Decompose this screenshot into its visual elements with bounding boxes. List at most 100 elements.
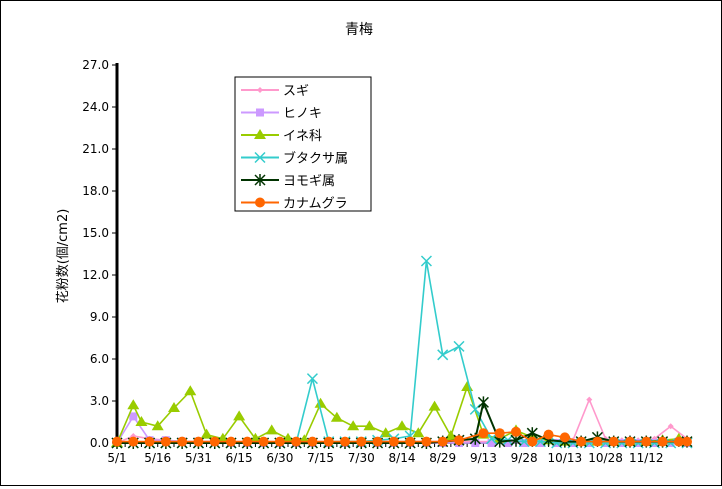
data-point [667, 423, 674, 430]
data-point [168, 402, 180, 412]
data-point [307, 436, 318, 447]
data-point [330, 411, 343, 422]
legend-item: ブタクサ属 [241, 151, 348, 167]
y-tick-label: 27.0 [82, 58, 109, 72]
y-tick-label: 0.0 [90, 436, 109, 450]
plot-area: 0.0 3.0 6.0 9.0 12.0 15.0 18.0 21.0 24.0 27.0 5/1 5… [82, 58, 693, 465]
data-point [265, 424, 278, 435]
legend-marker [254, 129, 266, 139]
data-point [487, 439, 496, 447]
legend-marker [254, 174, 266, 186]
data-point [527, 436, 538, 447]
data-point [340, 436, 350, 447]
data-point [592, 436, 603, 447]
y-axis-label: 花粉数(個/cm2) [55, 209, 71, 304]
data-point [437, 436, 448, 447]
x-tick-label: 6/15 [226, 451, 253, 465]
y-tick-label: 18.0 [82, 184, 109, 198]
data-point [323, 436, 334, 447]
legend-marker [254, 151, 266, 164]
x-tick-label: 10/28 [588, 451, 623, 465]
data-point [421, 436, 432, 447]
data-point [347, 420, 360, 431]
data-point [209, 436, 220, 447]
legend-label: ヒノキ [283, 107, 322, 122]
data-point [494, 428, 505, 439]
y-tick-label: 15.0 [82, 226, 109, 240]
data-point [129, 412, 138, 421]
data-point [412, 427, 425, 438]
x-tick-label: 9/13 [470, 451, 497, 465]
data-point [282, 432, 294, 443]
x-tick-label: 7/15 [307, 451, 334, 465]
data-point [135, 416, 148, 426]
legend-marker [257, 87, 263, 93]
data-point [184, 385, 197, 396]
data-point [249, 432, 262, 443]
data-point [144, 436, 155, 447]
data-point [363, 420, 376, 431]
data-point [437, 349, 449, 361]
data-point [314, 397, 327, 408]
data-point [242, 436, 253, 447]
legend-item: ヒノキ [241, 107, 322, 122]
data-point [503, 439, 512, 447]
legend-label: ブタクサ属 [283, 151, 348, 167]
data-point [477, 396, 489, 409]
x-tick-label: 5/31 [185, 451, 212, 465]
legend-marker [256, 108, 264, 117]
data-point [536, 439, 545, 447]
series-5 [112, 426, 692, 447]
legend-label: スギ [283, 84, 309, 99]
data-point [388, 436, 399, 447]
legend-label: ヨモギ属 [283, 174, 335, 189]
data-point [127, 399, 140, 410]
legend-item: イネ科 [241, 129, 322, 144]
legend-item: ヨモギ属 [241, 174, 335, 189]
data-point [233, 410, 246, 421]
data-point [469, 403, 481, 415]
chart-title: 青梅 [345, 22, 373, 38]
legend-box [234, 76, 372, 212]
x-tick-label: 10/13 [548, 451, 583, 465]
x-tick-label: 8/29 [429, 451, 456, 465]
data-point [543, 429, 554, 440]
data-point [193, 436, 204, 447]
x-tick-label: 5/16 [144, 451, 171, 465]
x-tick-label: 7/30 [348, 451, 375, 465]
data-point [625, 436, 635, 447]
x-tick-label: 9/28 [511, 451, 538, 465]
data-point [372, 436, 383, 447]
series-line [117, 260, 687, 444]
legend-item: スギ [241, 84, 309, 99]
data-point [274, 436, 285, 447]
data-point [226, 436, 236, 447]
data-point [559, 432, 570, 443]
data-point [478, 428, 489, 439]
y-tick-label: 3.0 [90, 394, 109, 408]
series-3 [111, 255, 693, 449]
data-point [216, 432, 229, 443]
data-point [682, 436, 692, 447]
y-tick-label: 24.0 [82, 100, 109, 114]
data-point [396, 420, 408, 431]
data-point [128, 436, 139, 447]
legend-label: カナムグラ [283, 197, 348, 212]
data-point [177, 436, 188, 447]
y-tick-label: 21.0 [82, 142, 109, 156]
data-point [453, 340, 465, 352]
data-point [520, 439, 529, 447]
data-point [576, 436, 587, 447]
x-tick-label: 6/30 [266, 451, 293, 465]
data-point [160, 436, 171, 447]
data-point [291, 436, 302, 447]
data-point [258, 436, 269, 447]
data-point [486, 433, 498, 445]
x-tick-label: 8/14 [389, 451, 416, 465]
data-point [428, 400, 441, 411]
legend-item: カナムグラ [241, 197, 348, 212]
data-point [151, 420, 164, 431]
